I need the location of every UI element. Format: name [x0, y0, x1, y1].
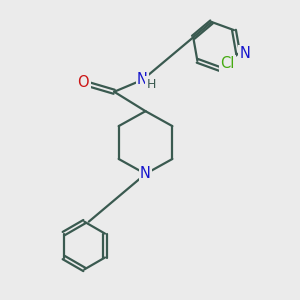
Text: Cl: Cl [220, 56, 235, 71]
Text: N: N [239, 46, 250, 61]
Text: N: N [140, 167, 151, 182]
Text: H: H [147, 78, 156, 91]
Text: O: O [78, 75, 89, 90]
Text: N: N [137, 72, 148, 87]
